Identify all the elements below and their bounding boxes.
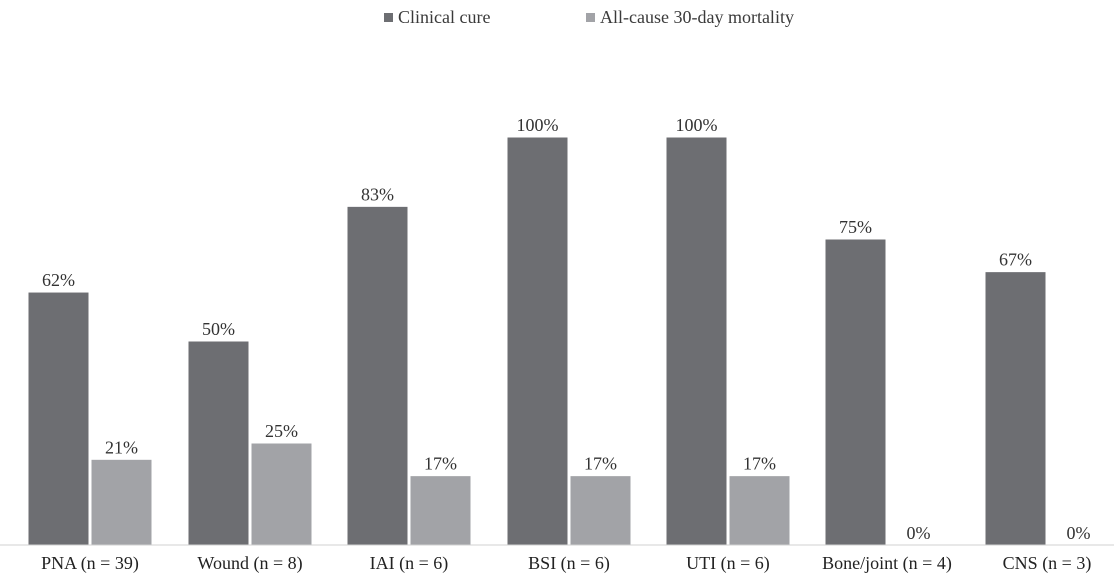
category-label-0: PNA (n = 39): [41, 553, 139, 574]
bar-clinical-cure-2: [346, 205, 409, 546]
bar-mortality-2: [409, 475, 472, 546]
labels-group: 62% 21% PNA (n = 39) 50% 25% Wound (n = 8) 83%…: [41, 115, 1091, 574]
data-label-mortality-2: 17%: [424, 454, 457, 474]
data-label-clinical-cure-3: 100%: [517, 115, 559, 135]
data-label-mortality-3: 17%: [584, 454, 617, 474]
bar-mortality-4: [728, 475, 791, 546]
bar-mortality-1: [250, 442, 313, 546]
legend-label-clinical-cure: Clinical cure: [398, 7, 490, 27]
category-label-2: IAI (n = 6): [370, 553, 449, 574]
legend-swatch-mortality: [586, 13, 595, 22]
data-label-clinical-cure-1: 50%: [202, 319, 235, 339]
data-label-clinical-cure-4: 100%: [676, 115, 718, 135]
bar-mortality-0: [90, 458, 153, 546]
category-label-4: UTI (n = 6): [686, 553, 770, 574]
category-label-6: CNS (n = 3): [1003, 553, 1092, 574]
bar-clinical-cure-1: [187, 340, 250, 546]
bar-clinical-cure-5: [824, 238, 887, 546]
bar-clinical-cure-3: [506, 136, 569, 546]
category-label-5: Bone/joint (n = 4): [822, 553, 952, 574]
bar-mortality-3: [569, 475, 632, 546]
data-label-clinical-cure-0: 62%: [42, 270, 75, 290]
data-label-clinical-cure-2: 83%: [361, 184, 394, 204]
legend-swatch-clinical-cure: [384, 13, 393, 22]
bar-clinical-cure-4: [665, 136, 728, 546]
category-label-3: BSI (n = 6): [528, 553, 610, 574]
data-label-clinical-cure-5: 75%: [839, 217, 872, 237]
data-label-clinical-cure-6: 67%: [999, 250, 1032, 270]
data-label-mortality-0: 21%: [105, 437, 138, 457]
legend-label-mortality: All-cause 30-day mortality: [600, 7, 794, 27]
category-label-1: Wound (n = 8): [197, 553, 302, 574]
data-label-mortality-6: 0%: [1067, 523, 1091, 543]
data-label-mortality-1: 25%: [265, 421, 298, 441]
bar-clinical-cure-6: [984, 271, 1047, 546]
legend: Clinical cure All-cause 30-day mortality: [384, 7, 794, 27]
data-label-mortality-5: 0%: [907, 523, 931, 543]
bar-clinical-cure-0: [27, 291, 90, 546]
data-label-mortality-4: 17%: [743, 454, 776, 474]
bars-group: [27, 136, 1047, 546]
